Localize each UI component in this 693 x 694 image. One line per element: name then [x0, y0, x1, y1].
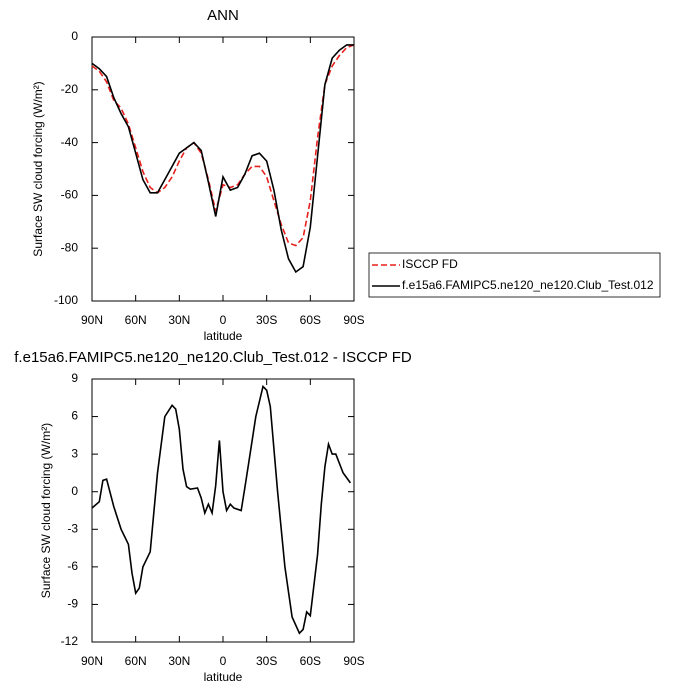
y-tick-label: -100 [54, 293, 78, 307]
x-tick-label: 60S [300, 654, 321, 668]
data-line [91, 44, 355, 247]
x-tick-label: 0 [220, 654, 227, 668]
data-line [91, 384, 352, 635]
y-tick-label: -80 [61, 240, 79, 254]
x-tick-label: 60N [125, 654, 147, 668]
x-axis-label: latitude [204, 670, 243, 684]
y-tick-label: -9 [67, 597, 78, 611]
plot-frame [91, 378, 355, 643]
legend-label: f.e15a6.FAMIPC5.ne120_ne120.Club_Test.01… [402, 278, 654, 292]
x-tick-label: 30N [168, 313, 190, 327]
x-axis-label: latitude [204, 329, 243, 343]
x-tick-label: 30S [256, 654, 277, 668]
y-tick-label: -3 [67, 521, 78, 535]
y-tick-label: -12 [61, 634, 79, 648]
data-line [91, 44, 354, 274]
chart-title: ANN [207, 7, 239, 24]
y-tick-label: 3 [71, 446, 78, 460]
y-tick-label: 6 [71, 409, 78, 423]
x-tick-label: 60N [125, 313, 147, 327]
chart-title: f.e15a6.FAMIPC5.ne120_ne120.Club_Test.01… [14, 349, 412, 366]
legend-box [368, 252, 661, 298]
y-axis-label: Surface SW cloud forcing (W/m²) [39, 423, 53, 598]
y-tick-label: -6 [67, 559, 78, 573]
y-axis-label: Surface SW cloud forcing (W/m²) [31, 81, 45, 256]
x-tick-label: 90N [81, 313, 103, 327]
y-tick-label: -20 [61, 82, 79, 96]
y-tick-label: -60 [61, 188, 79, 202]
x-tick-label: 30N [168, 654, 190, 668]
x-tick-label: 30S [256, 313, 277, 327]
x-tick-label: 60S [300, 313, 321, 327]
x-tick-label: 90S [343, 654, 364, 668]
x-tick-label: 90N [81, 654, 103, 668]
y-tick-label: 0 [71, 29, 78, 43]
y-tick-label: 0 [71, 484, 78, 498]
y-tick-label: 9 [71, 371, 78, 385]
x-tick-label: 0 [220, 313, 227, 327]
x-tick-label: 90S [343, 313, 364, 327]
y-tick-label: -40 [61, 135, 79, 149]
legend-label: ISCCP FD [402, 257, 458, 271]
